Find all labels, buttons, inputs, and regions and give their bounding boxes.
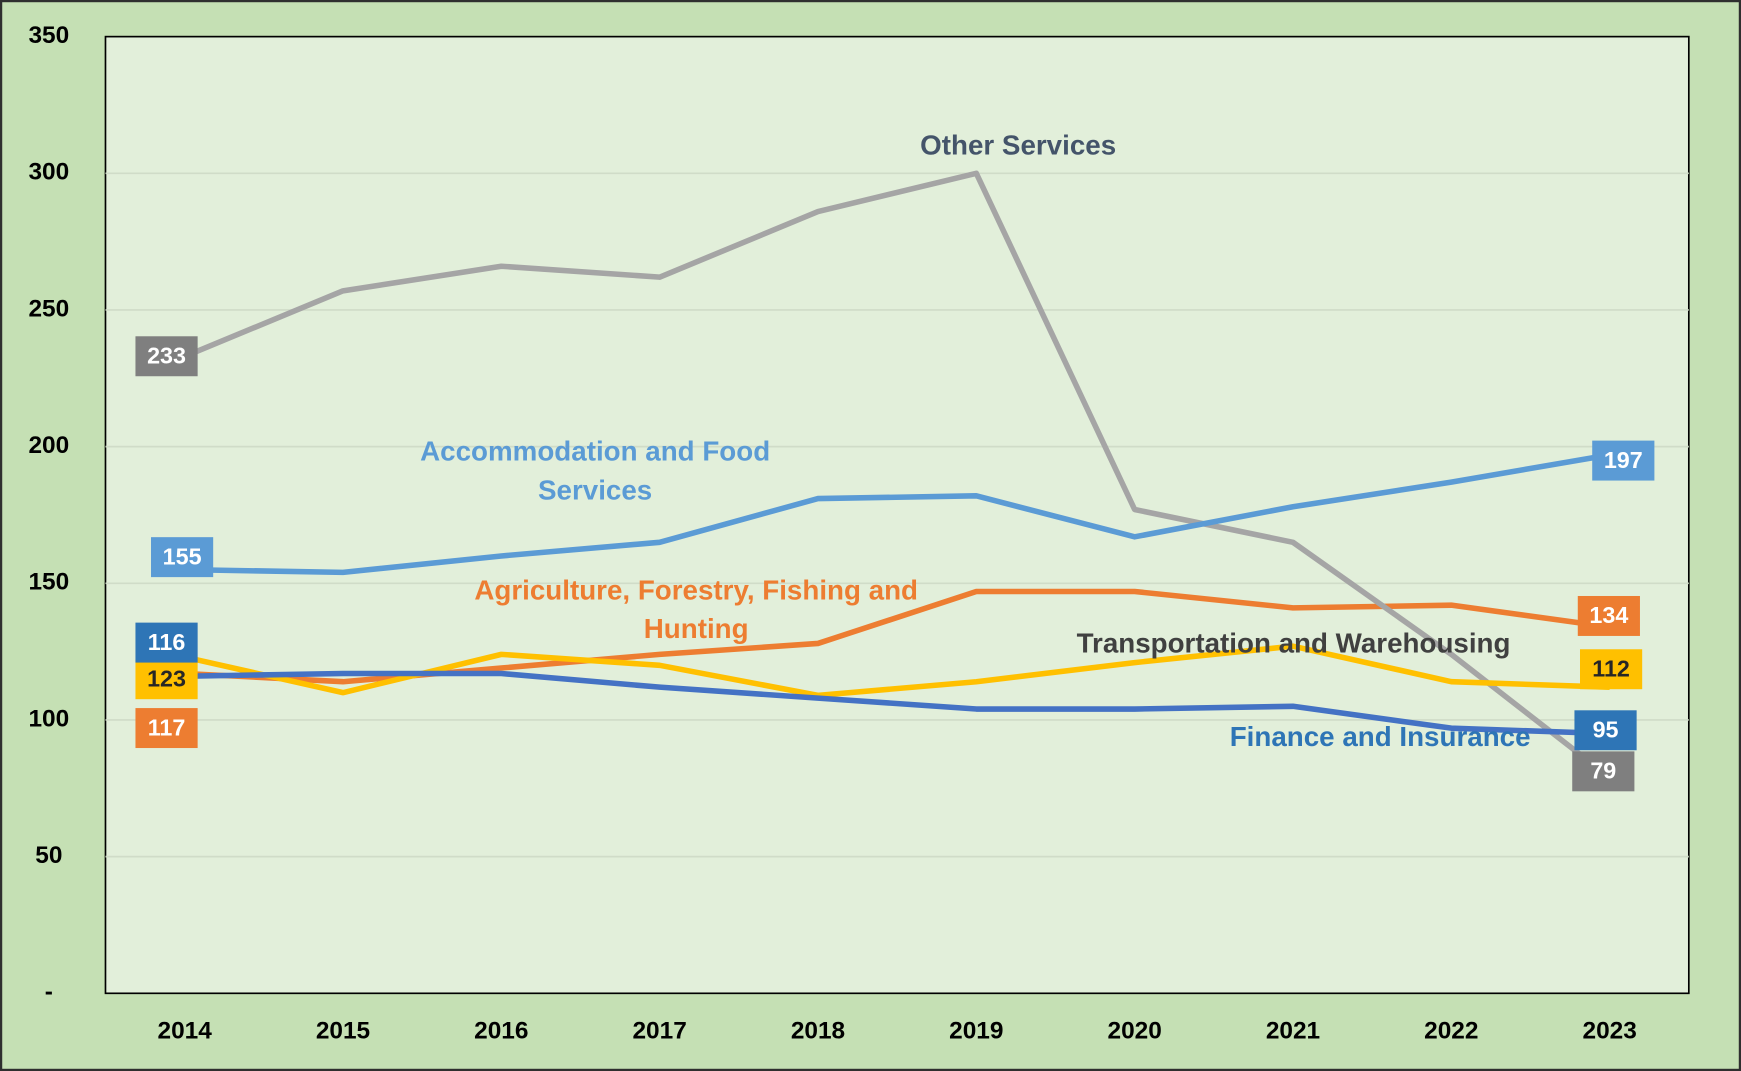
x-tick-label: 2022 (1424, 1018, 1478, 1045)
data-label-box (135, 336, 198, 377)
series-line (183, 170, 1612, 780)
x-tick-label: 2021 (1266, 1018, 1320, 1045)
series-annotation-box: Finance and Insurance (1229, 721, 1531, 753)
y-tick-label: 150 (28, 569, 69, 596)
x-tick-label: 2020 (1107, 1018, 1161, 1045)
data-label: 123 (147, 665, 186, 691)
series-annotation: Other Services (920, 129, 1117, 161)
data-label: 95 (1593, 717, 1619, 743)
x-tick-label: 2023 (1582, 1018, 1636, 1045)
data-label: 112 (1592, 656, 1630, 682)
series-line (184, 452, 1611, 576)
data-label-box (135, 708, 198, 749)
data-label-box (1574, 710, 1637, 751)
data-label-box (1572, 751, 1635, 792)
data-label-box (1580, 649, 1643, 690)
x-tick-label: 2018 (791, 1018, 845, 1045)
data-label: 233 (147, 343, 186, 369)
series-annotation-box: Accommodation and Food Services (420, 436, 771, 507)
data-label-box (135, 659, 198, 700)
x-tick-label: 2014 (157, 1018, 212, 1045)
series-annotation: Accommodation and Food Services (420, 436, 771, 507)
data-label: 116 (148, 629, 186, 655)
data-label: 155 (163, 543, 202, 569)
series-annotation: Transportation and Warehousing (1076, 628, 1511, 660)
data-label-box (151, 537, 214, 578)
plot-area (104, 35, 1690, 995)
series-annotation-box: Agriculture, Forestry, Fishing and Hunti… (474, 574, 919, 645)
x-tick-label: 2015 (316, 1018, 370, 1045)
x-tick-label: 2019 (949, 1018, 1003, 1045)
data-label-box (1592, 440, 1655, 481)
series-annotation-box: Other Services (920, 129, 1117, 161)
y-tick-label: 200 (28, 432, 69, 459)
series-annotation: Agriculture, Forestry, Fishing and Hunti… (474, 574, 919, 645)
data-label: 134 (1589, 602, 1628, 628)
series-annotation-box: Transportation and Warehousing (1076, 628, 1511, 660)
y-tick-label: 350 (28, 22, 69, 49)
series-annotation: Finance and Insurance (1229, 721, 1531, 753)
data-label: 79 (1590, 758, 1616, 784)
y-tick-label: - (45, 979, 53, 1006)
series-line (184, 670, 1610, 737)
x-tick-label: 2016 (474, 1018, 528, 1045)
x-tick-label: 2017 (632, 1018, 686, 1045)
data-label-box (1577, 595, 1640, 636)
y-tick-label: 250 (28, 295, 69, 322)
y-tick-label: 50 (35, 842, 62, 869)
data-label: 197 (1604, 447, 1643, 473)
data-label-box (135, 622, 198, 663)
data-label: 117 (148, 714, 186, 740)
y-tick-label: 100 (28, 705, 69, 732)
y-tick-label: 300 (28, 159, 69, 186)
